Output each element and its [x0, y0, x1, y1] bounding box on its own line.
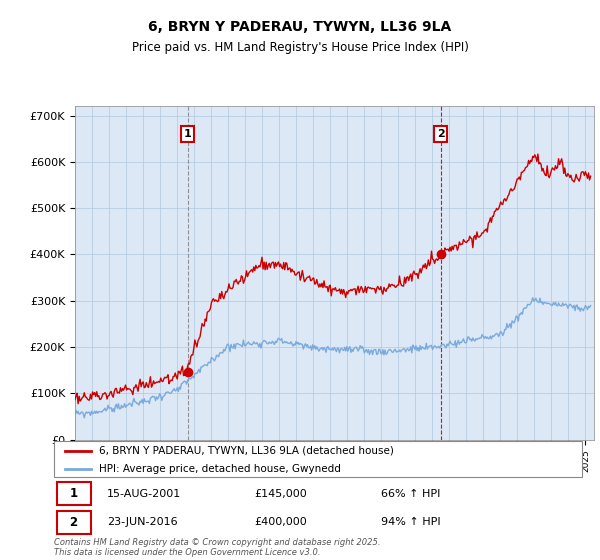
Text: 2: 2: [437, 129, 445, 139]
Text: £145,000: £145,000: [254, 489, 307, 499]
Text: 6, BRYN Y PADERAU, TYWYN, LL36 9LA (detached house): 6, BRYN Y PADERAU, TYWYN, LL36 9LA (deta…: [99, 446, 394, 456]
Bar: [56, 483, 91, 506]
Text: HPI: Average price, detached house, Gwynedd: HPI: Average price, detached house, Gwyn…: [99, 464, 341, 474]
Text: 23-JUN-2016: 23-JUN-2016: [107, 517, 178, 528]
Bar: [56, 511, 91, 534]
Text: 94% ↑ HPI: 94% ↑ HPI: [382, 517, 441, 528]
Text: 66% ↑ HPI: 66% ↑ HPI: [382, 489, 441, 499]
Text: 1: 1: [70, 487, 77, 501]
Text: £400,000: £400,000: [254, 517, 307, 528]
Text: 2: 2: [70, 516, 77, 529]
Text: Contains HM Land Registry data © Crown copyright and database right 2025.
This d: Contains HM Land Registry data © Crown c…: [54, 538, 380, 557]
Text: 1: 1: [184, 129, 191, 139]
Text: 15-AUG-2001: 15-AUG-2001: [107, 489, 181, 499]
Text: Price paid vs. HM Land Registry's House Price Index (HPI): Price paid vs. HM Land Registry's House …: [131, 41, 469, 54]
Text: 6, BRYN Y PADERAU, TYWYN, LL36 9LA: 6, BRYN Y PADERAU, TYWYN, LL36 9LA: [148, 20, 452, 34]
